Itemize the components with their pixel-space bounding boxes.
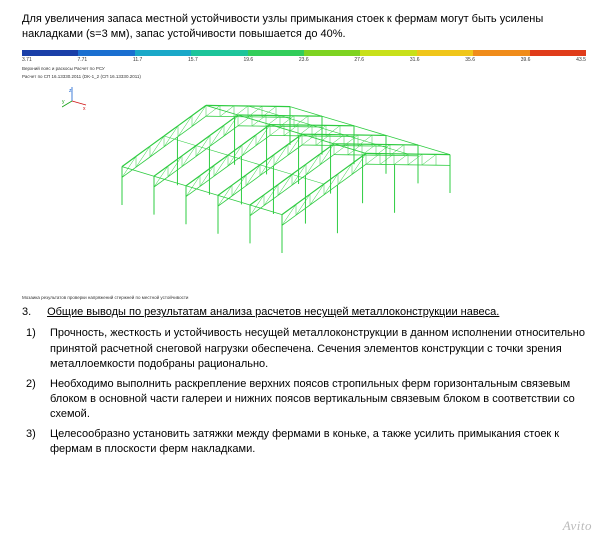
colorbar-tick: 31.6	[410, 57, 420, 63]
svg-text:z: z	[69, 88, 72, 94]
conclusion-item: Прочность, жесткость и устойчивость несу…	[22, 326, 586, 372]
colorbar-segment	[248, 50, 304, 56]
colorbar-segment	[135, 50, 191, 56]
colorbar-caption-2: Расчет по СП 16.13330.2011 (DK-1_2 (СП 1…	[22, 74, 586, 79]
colorbar-tick: 39.6	[521, 57, 531, 63]
colorbar-segment	[530, 50, 586, 56]
colorbar-tick: 27.6	[354, 57, 364, 63]
axis-triad-icon: z x y	[62, 83, 90, 111]
conclusion-item: Целесообразно установить затяжки между ф…	[22, 427, 586, 458]
conclusion-item: Необходимо выполнить раскрепление верхни…	[22, 377, 586, 423]
conclusions-list: Прочность, жесткость и устойчивость несу…	[22, 326, 586, 457]
section-heading: 3. Общие выводы по результатам анализа р…	[22, 306, 586, 318]
colorbar-segment	[191, 50, 247, 56]
structure-diagram: z x y	[22, 83, 586, 293]
colorbar-tick: 7.71	[77, 57, 87, 63]
colorbar-ticks: 3.71 7.71 11.7 15.7 19.6 23.6 27.6 31.6 35.6 39.6…	[22, 57, 586, 63]
watermark: Avito	[563, 518, 592, 534]
colorbar-tick: 11.7	[133, 57, 142, 63]
colorbar-tick: 23.6	[299, 57, 309, 63]
section-title: Общие выводы по результатам анализа расч…	[47, 306, 499, 318]
diagram-caption: Мозаика результатов проверки напряжений …	[22, 295, 586, 300]
colorbar-segment	[417, 50, 473, 56]
svg-text:x: x	[83, 106, 86, 111]
colorbar-tick: 15.7	[188, 57, 198, 63]
colorbar-tick: 43.5	[576, 57, 586, 63]
svg-text:y: y	[62, 99, 65, 105]
colorbar-tick: 3.71	[22, 57, 32, 63]
colorbar-caption-1: Верхний пояс и раскосы Расчет по РСУ	[22, 66, 586, 71]
colorbar-gradient	[22, 50, 586, 56]
colorbar-segment	[22, 50, 78, 56]
colorbar-segment	[360, 50, 416, 56]
intro-paragraph: Для увеличения запаса местной устойчивос…	[22, 12, 586, 42]
section-number: 3.	[22, 306, 44, 318]
colorbar-segment	[304, 50, 360, 56]
colorbar-tick: 35.6	[465, 57, 475, 63]
colorbar-legend: 3.71 7.71 11.7 15.7 19.6 23.6 27.6 31.6 35.6 39.6…	[22, 50, 586, 80]
colorbar-segment	[78, 50, 134, 56]
colorbar-segment	[473, 50, 529, 56]
colorbar-tick: 19.6	[243, 57, 253, 63]
truss-wireframe	[62, 83, 542, 283]
